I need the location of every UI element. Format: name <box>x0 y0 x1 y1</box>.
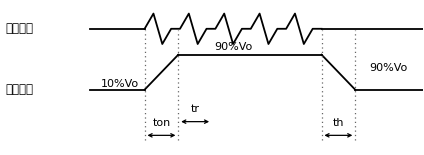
Text: 輸出電壓: 輸出電壓 <box>6 83 33 96</box>
Text: tr: tr <box>191 104 200 114</box>
Text: 90%Vo: 90%Vo <box>370 63 408 73</box>
Text: 10%Vo: 10%Vo <box>100 79 139 89</box>
Text: ton: ton <box>152 118 170 128</box>
Text: th: th <box>332 118 344 128</box>
Text: 輸入電壓: 輸入電壓 <box>6 22 33 35</box>
Text: 90%Vo: 90%Vo <box>214 42 252 52</box>
